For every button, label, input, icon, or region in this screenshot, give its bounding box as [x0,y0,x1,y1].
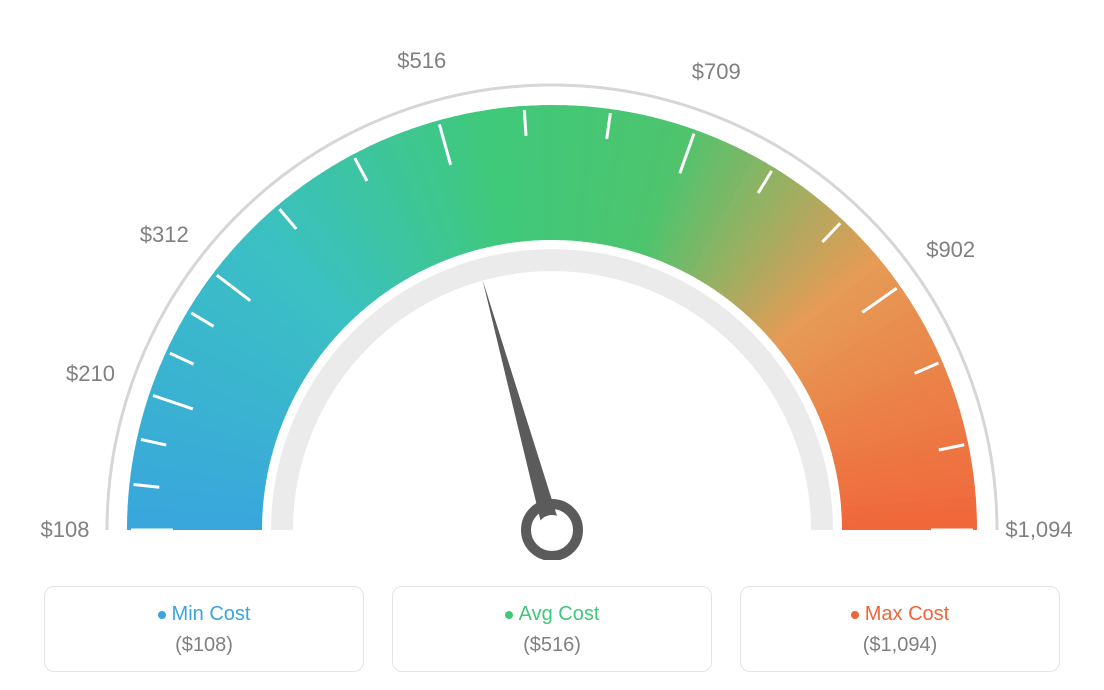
gauge-tick-label: $210 [66,361,115,387]
legend-row: Min Cost ($108) Avg Cost ($516) Max Cost… [0,586,1104,672]
legend-label-avg: Avg Cost [519,603,600,626]
legend-value-min: ($108) [175,634,233,657]
legend-label-min: Min Cost [172,603,251,626]
legend-card-min: Min Cost ($108) [44,586,364,672]
gauge-tick-label: $516 [397,48,446,74]
gauge-svg [0,0,1104,560]
legend-dot-min [158,611,166,619]
legend-card-avg: Avg Cost ($516) [392,586,712,672]
legend-label-max: Max Cost [865,603,949,626]
gauge-tick-label: $709 [692,59,741,85]
legend-title-min: Min Cost [158,603,251,626]
gauge-tick-label: $1,094 [1005,517,1072,543]
legend-title-max: Max Cost [851,603,949,626]
gauge-tick-label: $108 [41,517,90,543]
legend-value-avg: ($516) [523,634,581,657]
legend-dot-avg [505,611,513,619]
gauge-tick-label: $902 [926,237,975,263]
gauge-tick-label: $312 [140,222,189,248]
legend-title-avg: Avg Cost [505,603,600,626]
legend-dot-max [851,611,859,619]
legend-card-max: Max Cost ($1,094) [740,586,1060,672]
legend-value-max: ($1,094) [863,634,938,657]
gauge-chart: $108 $210 $312 $516 $709 $902 $1,094 [0,0,1104,560]
